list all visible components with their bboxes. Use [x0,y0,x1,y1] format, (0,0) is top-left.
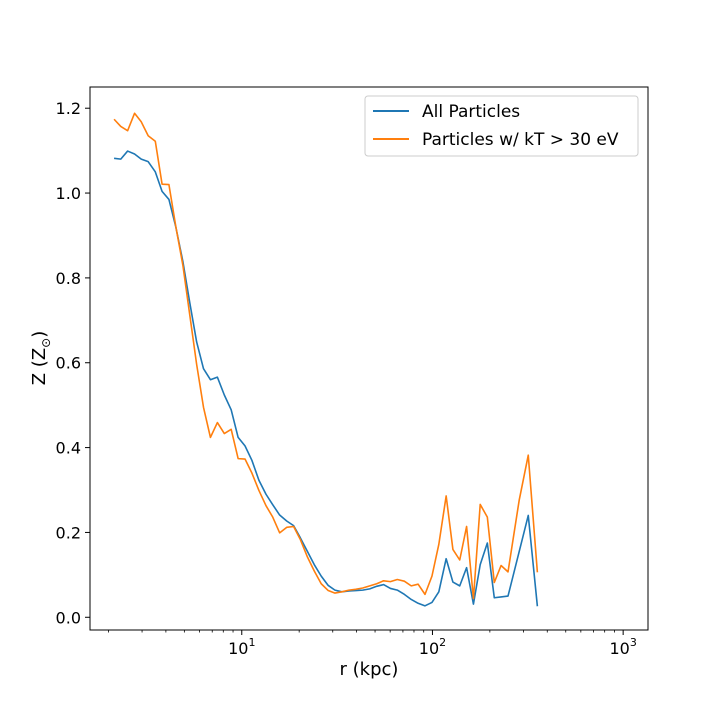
y-tick-label: 0.6 [56,354,81,373]
y-axis-label-subscript: ⊙ [39,338,53,348]
y-axis-label: Z (Z⊙) [29,331,53,386]
y-tick-label: 1.2 [56,99,81,118]
legend-label-hot-particles: Particles w/ kT > 30 eV [422,130,619,150]
y-axis-label-close: ) [29,331,50,338]
legend: All Particles Particles w/ kT > 30 eV [364,95,639,157]
series-line-hot-particles [113,112,539,600]
x-tick-label: 101 [228,636,255,658]
y-axis-label-text: Z (Z [29,348,50,385]
y-tick-label: 0.4 [56,439,81,458]
y-tick-label: 0.0 [56,608,81,627]
svg-text:Z (Z⊙): Z (Z⊙) [29,331,53,386]
legend-box [364,95,639,157]
y-tick-label: 0.2 [56,523,81,542]
x-tick-label: 102 [419,636,446,658]
y-tick-label: 0.8 [56,269,81,288]
plot-frame [89,86,649,631]
x-tick-label: 103 [609,636,636,658]
y-tick-label: 1.0 [56,184,81,203]
x-axis-ticks: 101 102 103 [108,630,637,658]
legend-label-all-particles: All Particles [422,102,520,122]
series-lines [113,112,539,607]
y-axis-ticks: 0.0 0.2 0.4 0.6 0.8 1.0 1.2 [56,99,90,627]
x-axis-label: r (kpc) [340,659,399,680]
